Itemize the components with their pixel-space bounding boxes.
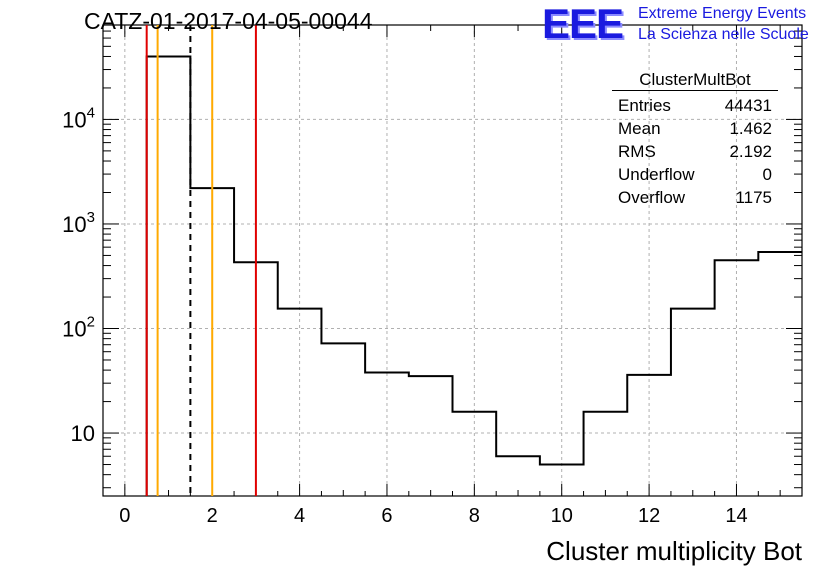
- y-tick-label: 104: [62, 104, 95, 132]
- x-axis-label: Cluster multiplicity Bot: [546, 536, 803, 566]
- stats-value: 1175: [735, 188, 772, 207]
- histogram-bin: [540, 465, 584, 496]
- stats-label: RMS: [618, 142, 656, 161]
- histogram-bin: [321, 343, 365, 496]
- stats-row: Underflow 0: [612, 163, 778, 186]
- stats-label: Entries: [618, 96, 671, 115]
- x-tick-label: 2: [207, 505, 218, 527]
- histogram-bin: [147, 56, 191, 496]
- y-tick-label: 10: [71, 421, 95, 446]
- logo-caption: Extreme Energy Events La Scienza nelle S…: [638, 3, 809, 45]
- y-tick-label: 102: [62, 314, 95, 342]
- logo-caption-line2: La Scienza nelle Scuole: [638, 26, 809, 43]
- histogram-bin: [715, 260, 759, 496]
- stats-value: 1.462: [729, 119, 772, 138]
- histogram-bin: [278, 309, 322, 496]
- x-tick-label: 8: [469, 505, 480, 527]
- x-tick-label: 0: [119, 505, 130, 527]
- stats-row: RMS 2.192: [612, 140, 778, 163]
- histogram-bin: [453, 412, 497, 496]
- stats-box: ClusterMultBot Entries 44431 Mean 1.462 RM…: [612, 70, 778, 209]
- x-tick-label: 12: [638, 505, 660, 527]
- histogram-bin: [671, 309, 715, 496]
- stats-title: ClusterMultBot: [612, 70, 778, 91]
- x-tick-label: 6: [381, 505, 392, 527]
- stats-label: Overflow: [618, 188, 686, 207]
- stats-row: Entries 44431: [612, 94, 778, 117]
- stats-label: Mean: [618, 119, 661, 138]
- eee-logo: EEE: [542, 0, 624, 47]
- histogram-bin: [365, 372, 409, 496]
- stats-row: Mean 1.462: [612, 117, 778, 140]
- histogram-bin: [496, 456, 540, 496]
- stats-label: Underflow: [618, 165, 695, 184]
- stats-row: Overflow 1175: [612, 186, 778, 209]
- y-tick-label: 103: [62, 209, 95, 237]
- stats-value: 44431: [724, 96, 772, 115]
- stats-value: 0: [762, 165, 772, 184]
- page-title: CATZ-01-2017-04-05-00044: [84, 8, 373, 34]
- histogram-bin: [584, 412, 628, 496]
- logo-caption-line1: Extreme Energy Events: [638, 5, 807, 22]
- histogram-outline: [145, 55, 802, 496]
- x-tick-label: 4: [294, 505, 305, 527]
- histogram-bin: [758, 252, 802, 496]
- histogram-bin: [409, 376, 453, 496]
- histogram-bin: [627, 375, 671, 496]
- stats-value: 2.192: [729, 142, 772, 161]
- x-tick-label: 14: [725, 505, 747, 527]
- x-tick-label: 10: [551, 505, 573, 527]
